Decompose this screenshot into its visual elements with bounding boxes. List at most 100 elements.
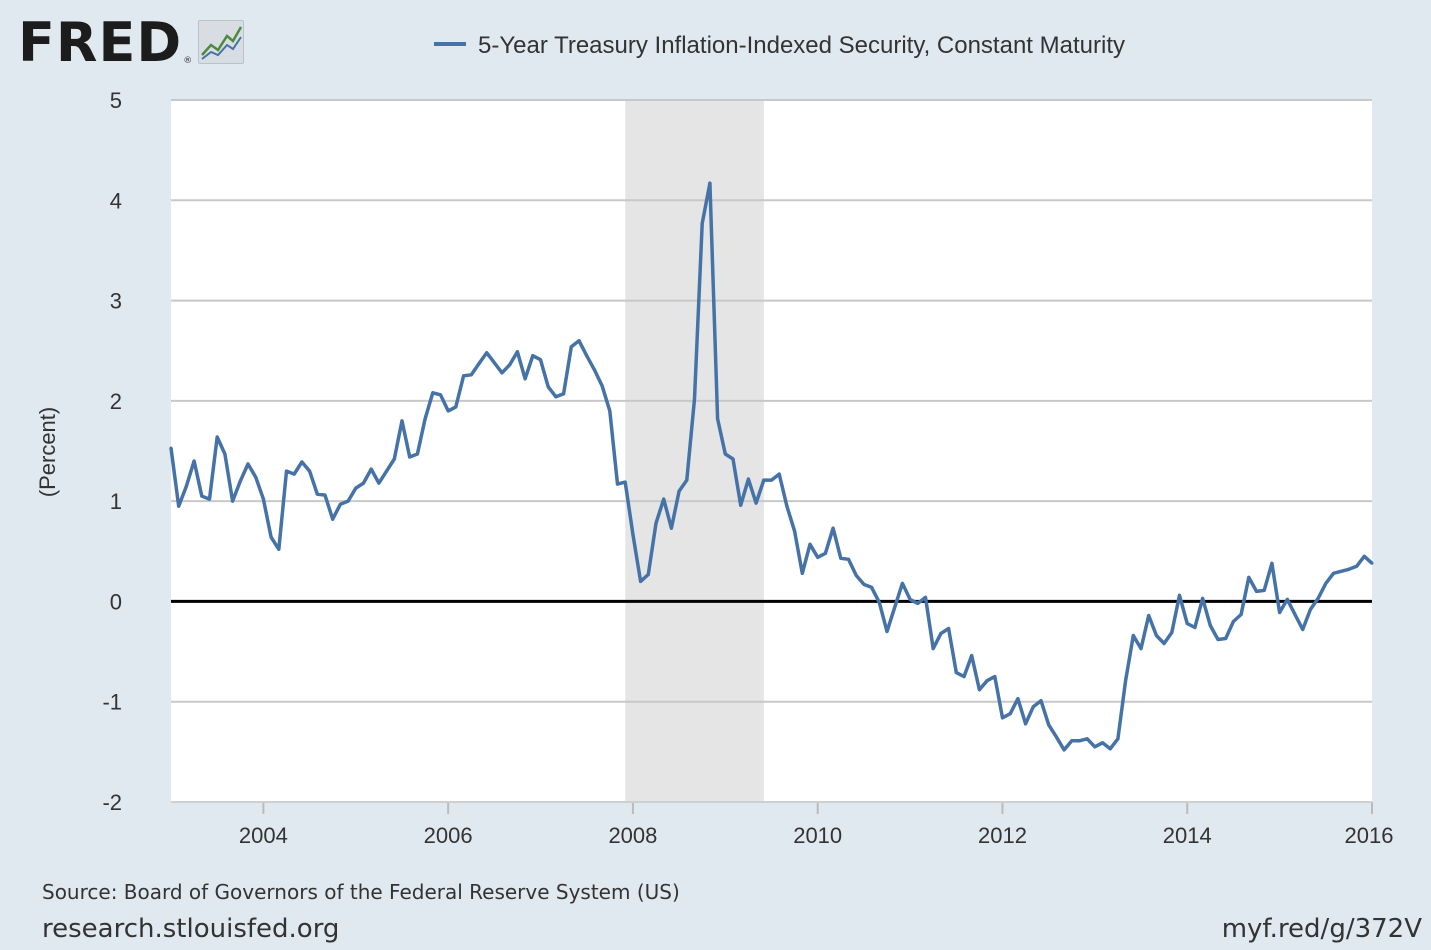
data-point (369, 467, 373, 471)
data-point (939, 632, 943, 635)
data-point (1308, 608, 1312, 611)
data-point (839, 556, 843, 560)
data-point (1355, 564, 1359, 568)
data-point (847, 557, 850, 561)
data-point (662, 497, 666, 501)
data-point (1108, 747, 1112, 751)
data-point (600, 384, 604, 388)
data-point (785, 504, 789, 508)
data-point (277, 547, 281, 551)
data-point (1131, 634, 1135, 637)
data-point (215, 435, 219, 439)
x-tick-label: 2012 (978, 823, 1027, 848)
data-point (746, 477, 750, 481)
site-link[interactable]: research.stlouisfed.org (42, 914, 340, 944)
data-point (793, 529, 797, 533)
data-point (261, 497, 265, 501)
data-point (423, 417, 427, 421)
data-point (731, 457, 735, 461)
data-point (292, 472, 296, 476)
data-point (1278, 611, 1282, 614)
data-point (754, 501, 758, 505)
data-point (770, 478, 773, 482)
data-point (1070, 739, 1074, 743)
data-point (1370, 561, 1374, 565)
data-point (539, 358, 542, 362)
data-point (1054, 735, 1058, 739)
data-point (569, 345, 573, 349)
data-point (592, 368, 596, 372)
data-point (1116, 737, 1120, 741)
legend-label[interactable]: 5-Year Treasury Inflation-Indexed Securi… (478, 32, 1125, 59)
recession-band-0 (625, 100, 764, 802)
data-point (1239, 613, 1243, 616)
data-point (1332, 571, 1335, 575)
x-tick-label: 2006 (424, 823, 473, 848)
fred-logo[interactable]: FRED ® (18, 11, 245, 74)
data-point (169, 446, 173, 450)
y-tick-label: -2 (102, 790, 122, 815)
data-point (1101, 741, 1104, 745)
y-tick-label: 5 (110, 88, 122, 113)
data-point (431, 391, 435, 395)
data-point (1193, 626, 1197, 629)
data-point (246, 462, 250, 466)
data-point (362, 481, 365, 485)
data-point (200, 494, 204, 498)
logo-text: FRED (18, 11, 183, 74)
data-point (669, 526, 673, 530)
data-point (762, 478, 766, 482)
data-point (477, 362, 481, 366)
data-point (377, 481, 381, 485)
data-point (331, 517, 335, 521)
data-point (1031, 705, 1035, 709)
data-point (1208, 624, 1212, 627)
data-point (993, 675, 997, 679)
data-point (1124, 679, 1128, 683)
data-point (877, 600, 881, 604)
data-point (1039, 699, 1043, 703)
data-point (900, 581, 904, 585)
data-point (1224, 637, 1228, 640)
data-point (223, 452, 227, 456)
data-point (469, 373, 473, 377)
data-point (1047, 723, 1051, 727)
data-point (639, 579, 643, 583)
data-point (1262, 588, 1266, 592)
data-point (977, 688, 981, 692)
data-point (577, 339, 581, 343)
data-point (708, 181, 712, 185)
fred-graph-icon (198, 20, 245, 64)
data-point (346, 499, 350, 503)
data-point (354, 486, 358, 490)
data-point (854, 573, 858, 577)
x-tick-label: 2014 (1163, 823, 1212, 848)
data-point (323, 493, 327, 497)
data-point (654, 521, 658, 525)
data-point (1231, 620, 1235, 623)
data-point (931, 647, 935, 651)
data-point (1216, 638, 1220, 641)
y-tick-label: 0 (110, 589, 122, 614)
data-point (1139, 647, 1143, 651)
data-point (269, 535, 273, 539)
data-point (454, 405, 458, 409)
y-tick-label: 3 (110, 289, 122, 314)
data-point (315, 492, 319, 496)
data-point (208, 497, 211, 501)
short-url-link[interactable]: myf.red/g/372V (1221, 914, 1422, 944)
data-point (546, 385, 550, 389)
data-point (808, 542, 812, 546)
data-point (1147, 614, 1151, 617)
x-tick-label: 2008 (608, 823, 657, 848)
data-point (716, 417, 720, 421)
data-point (1270, 561, 1274, 565)
data-point (1201, 596, 1205, 600)
data-point (1255, 589, 1258, 593)
data-point (800, 571, 804, 575)
y-tick-label: -1 (102, 690, 122, 715)
data-point (492, 361, 496, 365)
data-point (184, 484, 188, 488)
data-point (1154, 634, 1158, 637)
data-point (562, 392, 566, 396)
